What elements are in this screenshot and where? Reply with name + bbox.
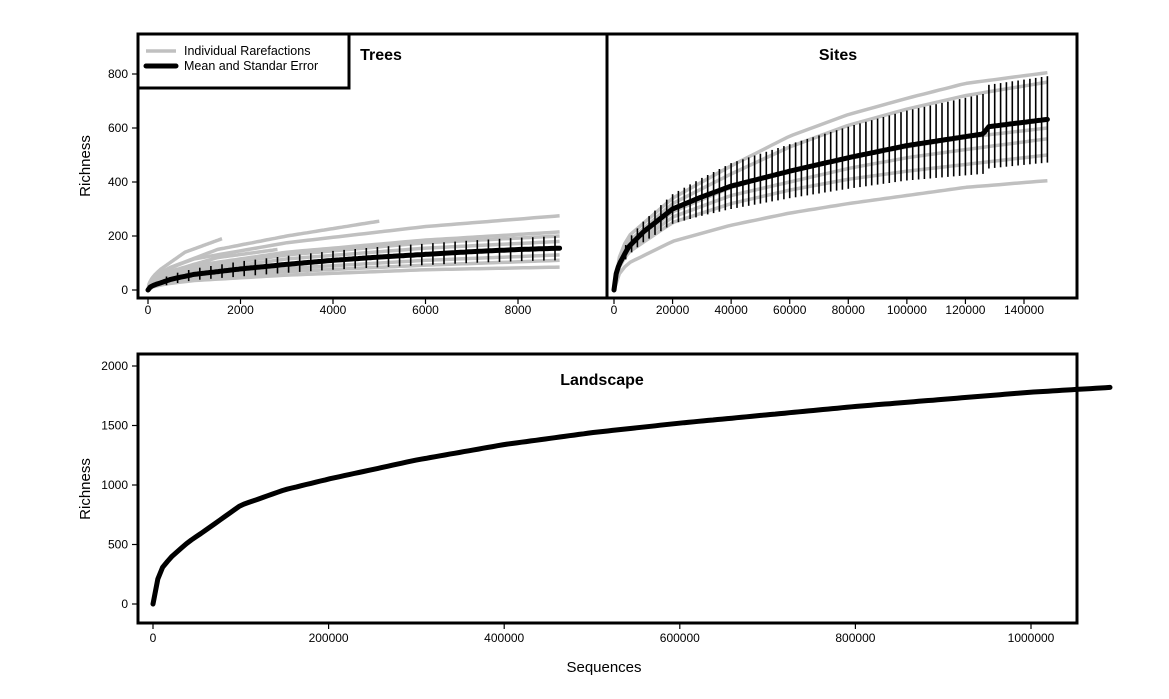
y-tick-label: 200 <box>108 229 128 243</box>
mean-line <box>145 245 563 293</box>
individual-rarefaction-line <box>146 239 560 292</box>
x-tick-label: 40000 <box>714 303 748 317</box>
x-tick-label: 0 <box>611 303 618 317</box>
individual-rarefaction-line <box>612 178 1048 291</box>
y-tick-label: 400 <box>108 175 128 189</box>
y-tick-label: 2000 <box>101 359 128 373</box>
x-tick-label: 4000 <box>320 303 347 317</box>
x-tick-label: 400000 <box>484 631 524 645</box>
individual-rarefaction-line <box>146 253 560 292</box>
legend-box <box>136 32 351 90</box>
plot-frame <box>605 32 1079 300</box>
y-tick-label: 500 <box>108 538 128 552</box>
x-tick-label: 120000 <box>945 303 985 317</box>
legend: Individual Rarefactions Mean and Standar… <box>136 32 351 90</box>
individual-rarefaction-line <box>146 237 223 291</box>
panel-title-trees: Trees <box>360 47 402 64</box>
individual-rarefaction-line <box>146 234 560 292</box>
y-axis-label-top: Richness <box>77 135 94 197</box>
y-tick-label: 0 <box>121 283 128 297</box>
panel-title-sites: Sites <box>819 47 857 64</box>
x-tick-label: 8000 <box>505 303 532 317</box>
x-tick-label: 600000 <box>660 631 700 645</box>
y-tick-label: 800 <box>108 67 128 81</box>
x-tick-label: 60000 <box>773 303 807 317</box>
panel-sites: 0 20000 40000 60000 80000 100000 120000 140000 <box>605 32 1079 317</box>
x-tick-label: 2000 <box>227 303 254 317</box>
y-axis-label-bottom: Richness <box>77 458 94 520</box>
individual-rarefaction-line <box>146 258 560 292</box>
y-tick-label: 1000 <box>101 478 128 492</box>
x-tick-label: 800000 <box>835 631 875 645</box>
y-tick-label: 0 <box>121 597 128 611</box>
x-axis-label: Sequences <box>566 659 641 676</box>
x-tick-label: 200000 <box>309 631 349 645</box>
mean-line <box>611 116 1050 293</box>
x-tick-label: 1000000 <box>1008 631 1055 645</box>
legend-label-individual: Individual Rarefactions <box>184 44 310 58</box>
x-tick-label: 20000 <box>656 303 690 317</box>
x-tick-label: 6000 <box>412 303 439 317</box>
individual-rarefaction-line <box>612 70 1048 291</box>
panel-landscape: 0 200000 400000 600000 800000 1000000 0 500 1000… <box>101 352 1113 645</box>
x-tick-label: 100000 <box>887 303 927 317</box>
x-tick-label: 0 <box>150 631 157 645</box>
mean-line <box>150 384 1113 607</box>
legend-label-mean: Mean and Standar Error <box>184 59 318 73</box>
individual-rarefaction-line <box>612 80 1048 291</box>
x-tick-label: 140000 <box>1004 303 1044 317</box>
panel-title-landscape: Landscape <box>560 372 644 389</box>
x-tick-label: 0 <box>145 303 152 317</box>
plot-frame <box>136 352 1079 625</box>
individual-rarefaction-line <box>146 214 560 291</box>
x-tick-label: 80000 <box>832 303 866 317</box>
individual-rarefaction-line <box>147 265 560 292</box>
y-tick-label: 600 <box>108 121 128 135</box>
y-tick-label: 1500 <box>101 419 128 433</box>
individual-rarefaction-line <box>146 230 560 291</box>
